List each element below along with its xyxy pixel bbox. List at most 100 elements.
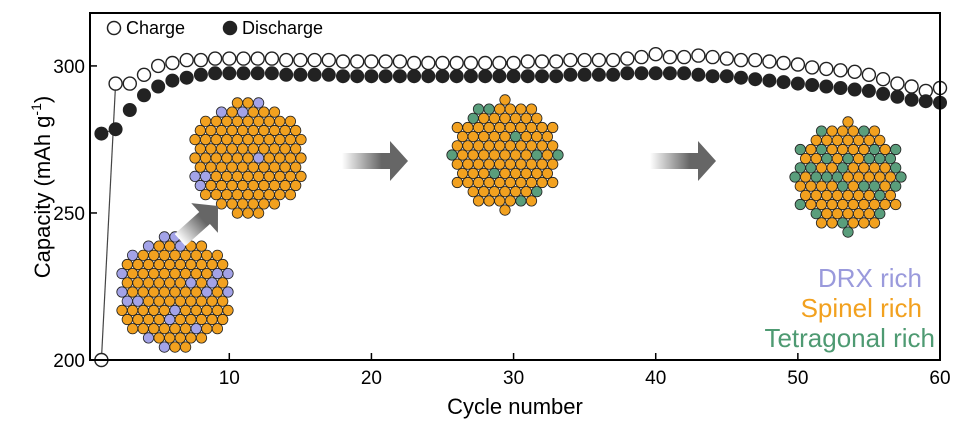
particle-atom [148, 323, 160, 335]
particle-atom [499, 131, 511, 143]
particle-atom [194, 143, 206, 155]
charge-point [819, 61, 834, 77]
particle-atom [488, 131, 500, 143]
particle-atom [842, 226, 854, 238]
discharge-point [662, 66, 677, 81]
particle-atom [868, 143, 881, 156]
particle-atom [237, 198, 249, 210]
particle-atom [211, 323, 223, 335]
charge-point [662, 49, 678, 65]
particle-atom [200, 115, 212, 127]
particle-atom [826, 125, 838, 137]
particle-atom [185, 277, 197, 289]
particle-atom [847, 198, 859, 211]
particle-atom [189, 134, 201, 146]
particle-atom [164, 332, 176, 344]
particle-atom [132, 295, 144, 307]
particle-atom [552, 149, 564, 161]
legend-discharge-marker [222, 20, 238, 36]
particle-atom [279, 124, 291, 137]
particle-atom [158, 304, 170, 316]
particle-drx-rich [116, 231, 234, 353]
particle-atom [226, 161, 238, 173]
particle-atom [451, 121, 463, 134]
particle-atom [226, 198, 238, 210]
particle-atom [504, 195, 516, 207]
x-tick-label: 50 [787, 368, 808, 389]
particle-atom [195, 277, 208, 289]
particle-atom [821, 208, 833, 220]
particle-atom [847, 162, 859, 174]
particle-atom [274, 115, 286, 127]
particle-atom [274, 189, 286, 201]
discharge-point [350, 69, 365, 84]
discharge-point [719, 69, 734, 84]
arrow-drx-to-spinel [174, 203, 218, 246]
particle-atom [226, 106, 238, 118]
charge-point [264, 51, 280, 66]
particle-atom [536, 176, 548, 189]
particle-atom [158, 267, 170, 280]
particle-atom [127, 267, 139, 280]
particle-atom [794, 180, 806, 192]
particle-atom [852, 189, 865, 201]
particle-atom [478, 112, 490, 124]
particle-atom [456, 167, 469, 179]
charge-point [421, 55, 436, 71]
particle-atom [284, 189, 296, 201]
charge-point [890, 76, 905, 91]
charge-point [207, 51, 223, 66]
particle-atom [858, 198, 870, 211]
particle-atom [142, 295, 155, 307]
charge-point [591, 52, 607, 68]
discharge-point [179, 70, 194, 85]
particle-atom [242, 97, 254, 109]
particle-atom [253, 189, 265, 201]
particle-atom [472, 195, 485, 207]
particle-atom [121, 313, 133, 326]
particle-atom [258, 106, 270, 118]
charge-point [478, 55, 493, 71]
plot-frame [89, 12, 941, 361]
particle-atom [462, 140, 474, 152]
particle-atom [494, 103, 506, 115]
particle-atom [837, 143, 849, 156]
particle-atom [263, 189, 275, 201]
particle-atom [499, 149, 511, 161]
particle-atom [247, 143, 259, 155]
charge-point [179, 52, 194, 68]
particle-atom [200, 189, 212, 201]
particle-atom [799, 153, 812, 165]
particle-atom [868, 125, 881, 137]
discharge-point [264, 66, 279, 81]
particle-atom [164, 295, 176, 307]
particle-atom [520, 112, 532, 124]
particle-atom [852, 153, 865, 165]
particle-atom [499, 112, 511, 124]
particle-atom [274, 170, 286, 182]
legend-charge-label: Charge [126, 18, 185, 38]
particle-atom [879, 198, 891, 211]
particle-atom [472, 140, 485, 152]
particle-atom [127, 249, 139, 261]
particle-atom [148, 286, 160, 298]
discharge-point [506, 69, 521, 84]
charge-point [335, 54, 351, 69]
particle-atom [499, 186, 511, 198]
particle-atom [142, 332, 155, 344]
charge-point [378, 54, 393, 69]
charge-point [150, 58, 166, 74]
particle-atom [274, 152, 286, 164]
particle-atom [190, 323, 202, 335]
particle-atom [483, 121, 495, 134]
particle-atom [185, 332, 197, 344]
particle-atom [174, 332, 186, 344]
particle-atom [158, 341, 170, 353]
particle-atom [221, 134, 233, 146]
particle-atom [509, 167, 522, 179]
particle-atom [799, 171, 812, 183]
discharge-point [876, 86, 891, 101]
particle-atom [137, 304, 149, 316]
particle-atom [284, 134, 296, 146]
particle-atom [826, 198, 838, 211]
